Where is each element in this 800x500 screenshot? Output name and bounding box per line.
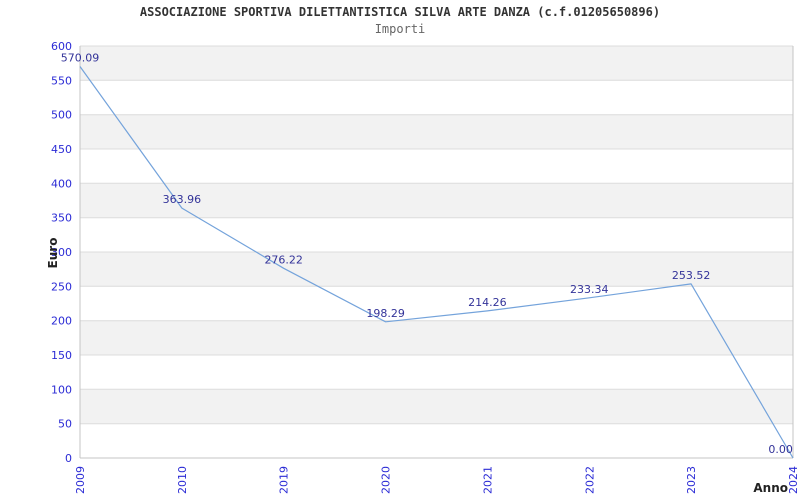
y-tick-label: 50 [58,418,72,431]
x-tick-label: 2021 [481,466,494,494]
plot-band [80,389,793,424]
point-label: 276.22 [264,253,303,266]
y-tick-label: 250 [51,280,72,293]
plot-band [80,252,793,287]
point-label: 214.26 [468,296,507,309]
chart-title: ASSOCIAZIONE SPORTIVA DILETTANTISTICA SI… [139,5,661,19]
plot-band [80,355,793,390]
x-tick-label: 2024 [787,466,800,494]
y-tick-label: 350 [51,212,72,225]
point-label: 198.29 [366,307,405,320]
point-label: 0.00 [768,443,793,456]
plot-band [80,320,793,355]
x-tick-label: 2020 [380,466,393,494]
plot-band [80,46,793,81]
plot-band [80,80,793,115]
plot-band [80,423,793,458]
plot-band [80,217,793,252]
y-tick-label: 450 [51,143,72,156]
y-tick-label: 550 [51,74,72,87]
point-label: 253.52 [672,269,711,282]
plot-band [80,183,793,218]
x-tick-label: 2019 [278,466,291,494]
y-tick-label: 400 [51,177,72,190]
x-axis-title: Anno [753,481,788,495]
y-tick-label: 600 [51,40,72,53]
y-tick-label: 100 [51,383,72,396]
point-label: 233.34 [570,283,609,296]
plot-band [80,149,793,184]
y-tick-label: 150 [51,349,72,362]
x-tick-label: 2010 [176,466,189,494]
x-tick-label: 2009 [74,466,87,494]
point-label: 570.09 [61,52,100,65]
chart-subtitle: Importi [374,22,426,36]
plot-band [80,114,793,149]
y-tick-label: 300 [51,246,72,259]
y-tick-label: 200 [51,315,72,328]
point-label: 363.96 [163,193,202,206]
plot-band [80,286,793,321]
x-tick-label: 2023 [685,466,698,494]
y-tick-label: 500 [51,109,72,122]
y-tick-label: 0 [65,452,72,465]
series-line [79,66,794,459]
y-axis-title: Euro [46,237,60,269]
x-tick-label: 2022 [583,466,596,494]
